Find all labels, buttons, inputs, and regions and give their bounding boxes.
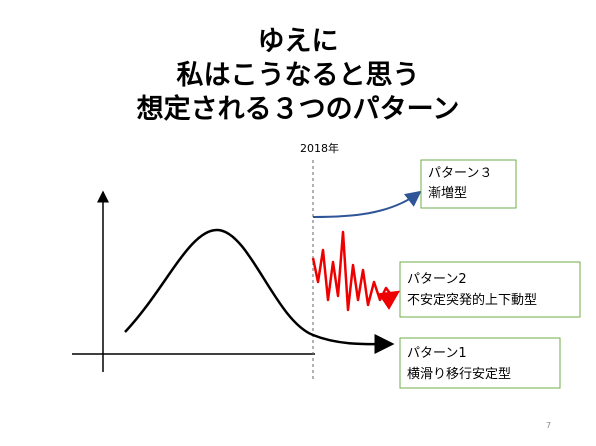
pattern-description: 横滑り移行安定型 [407,367,511,382]
pattern-box [399,261,581,318]
page-number: 7 [546,421,551,430]
pattern3-arrow [312,190,422,218]
pattern-box [399,337,561,389]
pattern-description: 漸増型 [428,186,467,201]
pattern-description: 不安定突発的上下動型 [407,292,537,308]
pattern2-arrow [311,230,401,312]
pattern-name: パターン1 [407,346,467,361]
pattern-name: パターン３ [428,166,492,181]
title-line: ゆえに [258,26,339,57]
timeline-label: 2018年 [300,141,339,155]
title-line: 私はこうなると思う [177,60,420,91]
pattern-name: パターン2 [407,272,467,287]
title-line: 想定される３つのパターン [137,93,460,125]
pattern-box [420,159,517,209]
trend-curve [124,228,395,355]
